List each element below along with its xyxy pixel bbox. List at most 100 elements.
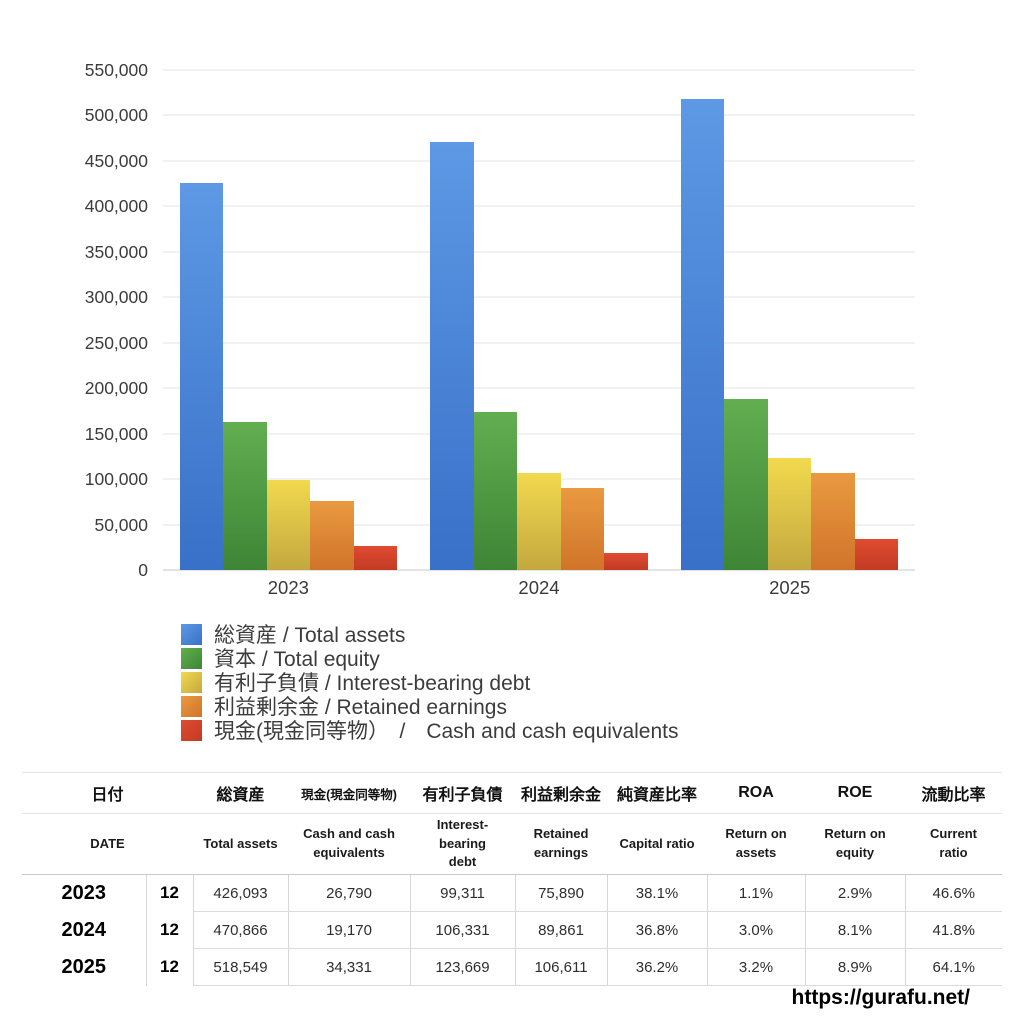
cell-total-assets: 470,866: [193, 911, 289, 949]
legend-label: 有利子負債 / Interest-bearing debt: [214, 672, 531, 695]
gridline: [163, 387, 915, 390]
bar-chart-plot-area: [163, 69, 915, 571]
y-axis-tick-label: 50,000: [94, 514, 148, 535]
legend-item-cash: 現金(現金同等物） / Cash and cash equivalents: [181, 718, 679, 743]
chart-legend: 総資産 / Total assets 資本 / Total equity 有利子負債…: [181, 622, 679, 743]
legend-swatch-total-assets: [181, 623, 202, 645]
cell-retained-earnings: 89,861: [514, 911, 608, 949]
header-roe-jp: ROE: [805, 772, 906, 814]
header-retained-earnings-jp: 利益剰余金: [515, 772, 608, 814]
header-current-ratio-en: Current ratio: [905, 813, 1003, 875]
y-axis-tick-label: 400,000: [84, 196, 148, 217]
bar-group-2025: [664, 70, 915, 570]
cell-roe: 8.1%: [804, 911, 906, 949]
bar-interest-bearing-debt-2025: [767, 458, 812, 570]
bar-interest-bearing-debt-2023: [266, 480, 311, 570]
cell-roa: 3.0%: [706, 911, 806, 949]
financial-table: 日付 総資産 現金(現金同等物) 有利子負債 利益剰余金 純資産比率 ROA R…: [22, 772, 1003, 986]
gridline: [163, 159, 915, 162]
bar-total-assets-2023: [179, 183, 224, 570]
y-axis-tick-label: 300,000: [84, 287, 148, 308]
cell-roe: 2.9%: [804, 874, 906, 912]
legend-swatch-interest-bearing-debt: [181, 671, 202, 693]
cell-year: 2025: [22, 948, 147, 986]
cell-month: 12: [146, 948, 194, 986]
bar-retained-earnings-2024: [560, 488, 605, 570]
cell-current-ratio: 41.8%: [904, 911, 1003, 949]
y-axis-tick-label: 0: [138, 560, 148, 580]
legend-item-total-assets: 総資産 / Total assets: [181, 622, 679, 647]
cell-cash: 26,790: [287, 874, 411, 912]
header-roa-en: Return on assets: [707, 813, 806, 875]
gridline: [163, 69, 915, 71]
cell-cash: 34,331: [287, 948, 411, 986]
table-header-row-jp: 日付 総資産 現金(現金同等物) 有利子負債 利益剰余金 純資産比率 ROA R…: [22, 772, 1003, 814]
y-axis: 0 50,000 100,000 150,000 200,000 250,000 300,0…: [40, 60, 148, 580]
bar-interest-bearing-debt-2024: [517, 473, 561, 570]
y-axis-tick-label: 500,000: [84, 105, 148, 126]
header-retained-earnings-en: Retained earnings: [515, 813, 608, 875]
y-axis-tick-label: 100,000: [84, 469, 148, 490]
y-axis-tick-label: 450,000: [84, 150, 148, 171]
gridline: [163, 341, 915, 344]
cell-retained-earnings: 106,611: [514, 948, 608, 986]
cell-interest-bearing-debt: 106,331: [409, 911, 516, 949]
legend-swatch-retained-earnings: [181, 695, 202, 717]
cell-total-assets: 426,093: [193, 874, 289, 912]
bar-cash-2025: [854, 539, 899, 570]
x-axis-tick-label: 2024: [518, 577, 560, 598]
legend-swatch-cash: [181, 719, 202, 741]
gridline: [163, 250, 915, 253]
legend-label: 利益剰余金 / Retained earnings: [214, 696, 507, 719]
table-header-row-en: DATE Total assets Cash and cash equivale…: [22, 813, 1003, 875]
table-row-2025: 2025 12 518,549 34,331 123,669 106,611 3…: [22, 948, 1003, 986]
legend-label: 総資産 / Total assets: [214, 624, 406, 647]
header-cash-en: Cash and cash equivalents: [288, 813, 411, 875]
gridline: [163, 114, 915, 117]
bar-total-assets-2024: [430, 142, 474, 570]
cell-year: 2024: [22, 911, 147, 949]
cell-current-ratio: 64.1%: [904, 948, 1003, 986]
bar-cash-2023: [353, 546, 398, 570]
table-row-2024: 2024 12 470,866 19,170 106,331 89,861 36…: [22, 911, 1003, 949]
x-axis-tick-label: 2023: [267, 577, 309, 598]
legend-label: 資本 / Total equity: [214, 648, 380, 671]
legend-item-interest-bearing-debt: 有利子負債 / Interest-bearing debt: [181, 670, 679, 695]
header-interest-bearing-debt-jp: 有利子負債: [410, 772, 516, 814]
legend-item-total-equity: 資本 / Total equity: [181, 646, 679, 671]
table-row-2023: 2023 12 426,093 26,790 99,311 75,890 38.…: [22, 874, 1003, 912]
cell-interest-bearing-debt: 99,311: [409, 874, 516, 912]
y-axis-tick-label: 150,000: [84, 423, 148, 444]
cell-capital-ratio: 36.2%: [606, 948, 708, 986]
bar-total-equity-2025: [724, 399, 768, 570]
header-capital-ratio-jp: 純資産比率: [607, 772, 708, 814]
cell-roa: 3.2%: [706, 948, 806, 986]
y-axis-tick-label: 200,000: [84, 378, 148, 399]
bar-total-equity-2023: [223, 422, 267, 570]
cell-year: 2023: [22, 874, 147, 912]
header-total-assets-en: Total assets: [193, 813, 289, 875]
gridline: [163, 296, 915, 299]
cell-roe: 8.9%: [804, 948, 906, 986]
gridline: [163, 432, 915, 435]
header-roe-en: Return on equity: [805, 813, 906, 875]
bar-total-assets-2025: [680, 99, 725, 570]
legend-label: 現金(現金同等物） / Cash and cash equivalents: [214, 720, 679, 743]
header-total-assets-jp: 総資産: [193, 772, 289, 814]
cell-roa: 1.1%: [706, 874, 806, 912]
header-cash-jp: 現金(現金同等物): [288, 772, 411, 814]
bar-total-equity-2024: [473, 412, 518, 570]
cell-total-assets: 518,549: [193, 948, 289, 986]
legend-item-retained-earnings: 利益剰余金 / Retained earnings: [181, 694, 679, 719]
gridline: [163, 205, 915, 208]
bar-cash-2024: [604, 553, 648, 570]
bar-group-2024: [414, 70, 665, 570]
cell-month: 12: [146, 911, 194, 949]
cell-capital-ratio: 36.8%: [606, 911, 708, 949]
legend-swatch-total-equity: [181, 647, 202, 669]
y-axis-tick-label: 250,000: [84, 332, 148, 353]
x-axis-tick-label: 2025: [769, 577, 811, 598]
y-axis-tick-label: 350,000: [84, 241, 148, 262]
cell-month: 12: [146, 874, 194, 912]
